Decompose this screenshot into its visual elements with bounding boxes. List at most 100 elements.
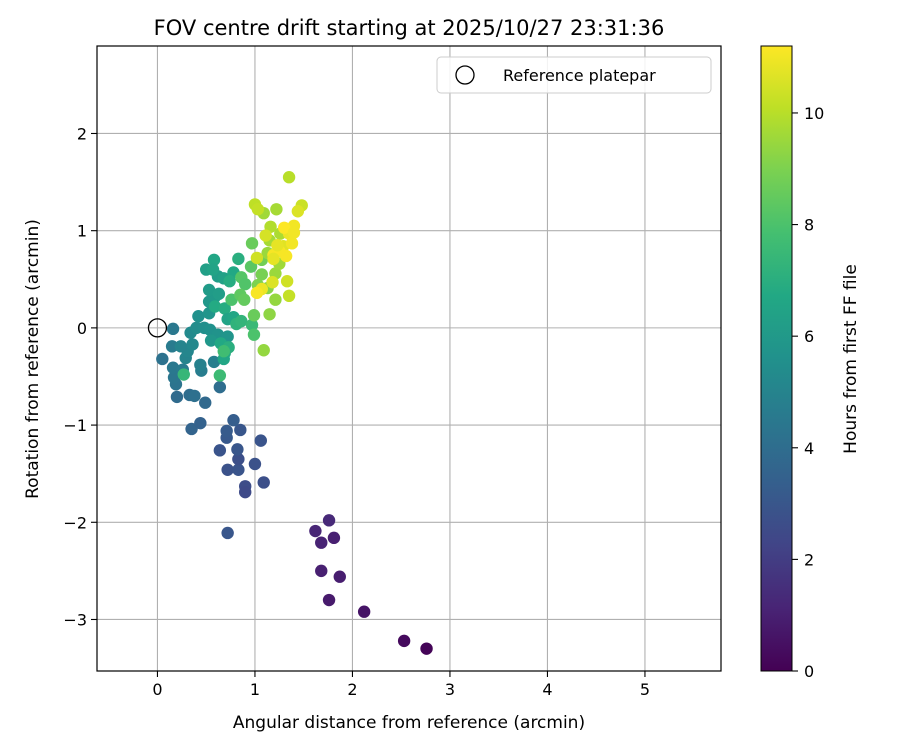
- data-point: [156, 352, 169, 366]
- data-point: [235, 314, 248, 328]
- data-point: [327, 531, 341, 545]
- data-point: [199, 396, 212, 409]
- data-point: [397, 634, 411, 648]
- data-point: [315, 564, 328, 578]
- data-point: [186, 338, 199, 351]
- legend-entry-reference: Reference platepar: [503, 66, 656, 85]
- data-point: [254, 434, 267, 447]
- y-tick-label: 1: [77, 222, 87, 241]
- x-axis-label: Angular distance from reference (arcmin): [233, 713, 585, 733]
- x-tick-label: 2: [347, 680, 357, 699]
- reference-platepar-marker: [147, 318, 168, 338]
- colorbar-tick-label: 6: [804, 327, 814, 346]
- data-point: [231, 443, 244, 456]
- y-tick-label: 0: [77, 319, 87, 338]
- data-point: [185, 422, 198, 436]
- x-tick-label: 0: [152, 680, 162, 699]
- data-point: [192, 310, 205, 323]
- colorbar-tick-label: 8: [804, 216, 814, 235]
- data-point: [232, 463, 245, 476]
- data-point: [282, 171, 296, 184]
- data-point: [250, 251, 264, 265]
- data-point: [166, 322, 180, 336]
- data-point: [245, 318, 259, 332]
- data-point: [250, 286, 264, 300]
- data-point: [291, 205, 305, 218]
- data-point: [188, 389, 201, 403]
- data-point: [315, 536, 328, 549]
- data-point: [202, 283, 216, 297]
- grid-lines: [97, 46, 721, 671]
- y-tick-label: −3: [63, 610, 87, 629]
- data-point: [255, 268, 268, 281]
- data-point: [165, 340, 179, 353]
- data-point: [357, 605, 371, 618]
- data-point: [218, 302, 231, 315]
- data-point: [221, 463, 234, 476]
- legend-box: [436, 56, 712, 94]
- colorbar-gradient: [760, 45, 793, 672]
- data-point: [220, 424, 233, 438]
- colorbar: 0 2 4 6 8 10 Hours from first FF file: [760, 45, 861, 681]
- data-point: [212, 287, 226, 301]
- y-tick-label: −2: [63, 513, 87, 532]
- data-point: [270, 203, 283, 216]
- data-point: [167, 371, 181, 384]
- x-tick-label: 3: [445, 680, 455, 699]
- data-point: [213, 369, 227, 382]
- reference-point-group: [147, 318, 168, 338]
- data-point: [232, 252, 245, 266]
- data-point: [217, 345, 230, 358]
- data-point: [207, 355, 221, 369]
- data-point: [420, 642, 433, 655]
- data-point: [194, 416, 207, 430]
- data-point: [282, 289, 296, 303]
- data-point: [239, 485, 252, 499]
- data-point: [238, 293, 251, 306]
- data-point: [333, 570, 346, 583]
- x-tick-label: 4: [542, 680, 552, 699]
- colorbar-tick-label: 10: [804, 104, 824, 123]
- data-point: [285, 237, 299, 250]
- data-point: [177, 368, 190, 381]
- data-point: [204, 334, 218, 347]
- data-point: [247, 309, 261, 322]
- data-point: [259, 229, 272, 242]
- plot-frame: [96, 45, 722, 672]
- data-point: [247, 328, 261, 341]
- colorbar-tick-label: 2: [804, 550, 814, 569]
- data-point: [227, 414, 240, 427]
- data-point: [234, 423, 247, 437]
- y-tick-label: 2: [77, 124, 87, 143]
- data-point: [208, 300, 222, 313]
- x-tick-label: 5: [640, 680, 650, 699]
- x-tick-label: 1: [250, 680, 260, 699]
- colorbar-tick-label: 4: [804, 439, 814, 458]
- data-point: [251, 203, 265, 216]
- data-point: [174, 340, 188, 353]
- data-point: [257, 344, 270, 357]
- data-point: [207, 253, 221, 267]
- data-point: [221, 526, 234, 540]
- data-point: [322, 514, 336, 527]
- data-point: [257, 476, 270, 489]
- x-axis-ticks: 0 1 2 3 4 5: [152, 671, 650, 699]
- data-point: [245, 237, 259, 250]
- data-point: [266, 275, 279, 289]
- y-tick-label: −1: [63, 416, 87, 435]
- data-point: [244, 260, 258, 273]
- colorbar-tick-label: 0: [804, 662, 814, 681]
- data-point: [322, 593, 336, 607]
- data-point: [271, 239, 284, 252]
- chart-title: FOV centre drift starting at 2025/10/27 …: [154, 16, 665, 40]
- data-point: [170, 390, 184, 404]
- data-point: [269, 293, 282, 306]
- legend-marker-icon: [455, 65, 475, 85]
- data-point: [232, 452, 245, 466]
- data-point: [166, 361, 180, 374]
- data-point: [213, 380, 227, 394]
- data-point: [239, 277, 252, 291]
- data-point: [223, 275, 236, 288]
- data-point: [287, 226, 301, 239]
